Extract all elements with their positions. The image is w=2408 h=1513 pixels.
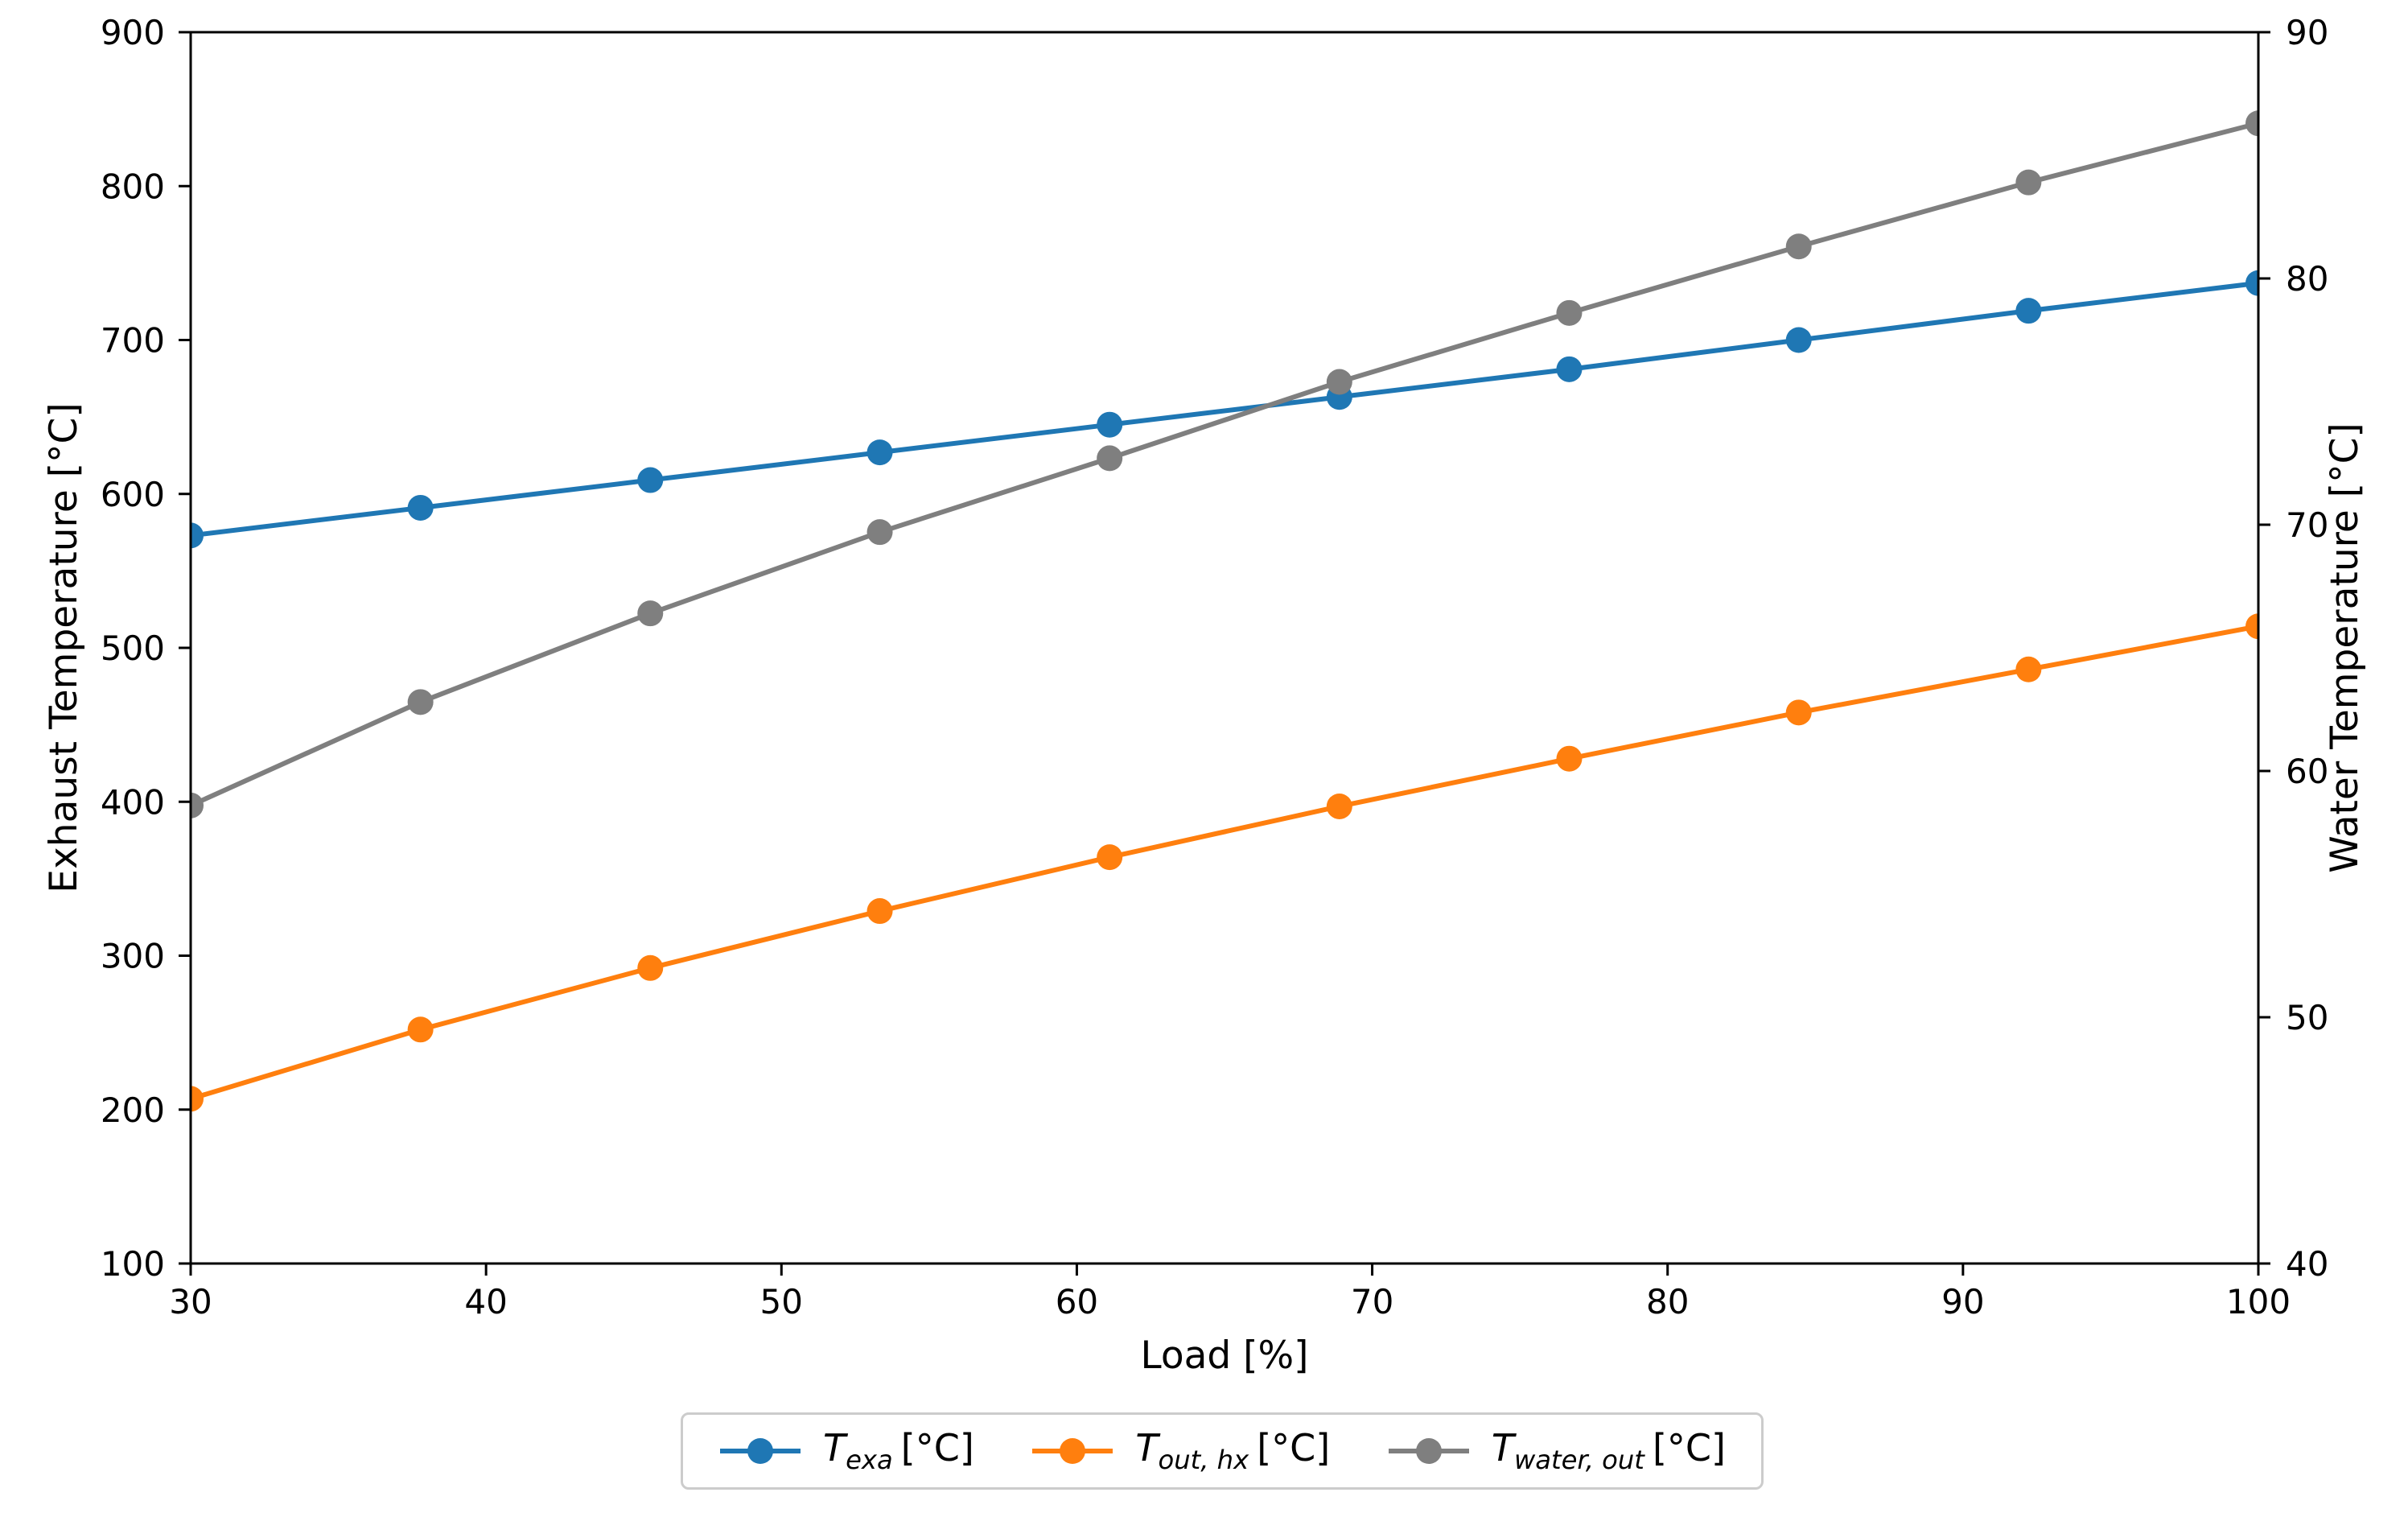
marker-T_out_hx (1326, 793, 1352, 819)
marker-T_water_out (1556, 299, 1583, 326)
series-line-T_exa (191, 280, 2258, 538)
right-y-tick-label: 80 (2286, 259, 2328, 299)
marker-T_water_out (407, 689, 434, 715)
marker-T_out_hx (2015, 656, 2042, 682)
x-tick-label: 60 (1056, 1282, 1098, 1321)
marker-T_out_hx (407, 1016, 434, 1043)
x-axis-label: Load [%] (1140, 1334, 1308, 1378)
marker-T_water_out (1785, 233, 1812, 260)
x-tick-label: 50 (760, 1282, 803, 1321)
x-tick-label: 70 (1351, 1282, 1393, 1321)
x-tick-label: 100 (2226, 1282, 2291, 1321)
legend-item-twaterout: Twater, out [°C] (1387, 1429, 1726, 1473)
marker-T_exa (191, 522, 204, 549)
plot-area: 30 40 50 60 70 80 90 100 100 200 300 400 500 600 700 80… (101, 13, 2329, 1321)
marker-T_out_hx (637, 954, 664, 981)
marker-T_water_out (191, 792, 204, 818)
series-T_water_out (191, 110, 2258, 818)
marker-T_water_out (1097, 445, 1123, 472)
twaterout-legend-label: Twater, out [°C] (1491, 1425, 1726, 1475)
marker-T_exa (407, 494, 434, 521)
right-y-tick-label: 40 (2286, 1244, 2328, 1284)
right-y-tick-label: 70 (2286, 505, 2328, 545)
marker-T_out_hx (1556, 745, 1583, 772)
twaterout-legend-line-marker-icon (1388, 1437, 1469, 1464)
touthx-legend-line-marker-icon (1032, 1437, 1113, 1464)
series-T_out_hx (191, 613, 2258, 1112)
marker-T_exa (2245, 270, 2258, 296)
left-y-tick-label: 900 (101, 13, 165, 52)
marker-T_exa (637, 467, 664, 493)
left-y-tick-label: 100 (101, 1244, 165, 1284)
texa-legend-label: Texa [°C] (823, 1425, 974, 1475)
left-y-tick-label: 700 (101, 321, 165, 361)
marker-T_out_hx (866, 898, 893, 925)
left-y-tick-label: 800 (101, 167, 165, 206)
marker-T_out_hx (2245, 613, 2258, 640)
marker-T_out_hx (1097, 844, 1123, 871)
x-tick-label: 90 (1941, 1282, 1984, 1321)
x-tick-label: 40 (464, 1282, 507, 1321)
marker-T_water_out (2015, 169, 2042, 196)
x-tick-label: 80 (1646, 1282, 1689, 1321)
legend-item-touthx: Tout, hx [°C] (1031, 1429, 1330, 1473)
marker-T_water_out (637, 600, 664, 627)
series-T_exa (191, 270, 2258, 549)
series-line-T_water_out (191, 121, 2258, 808)
right-y-tick-label: 50 (2286, 998, 2328, 1037)
left-y-tick-label: 600 (101, 475, 165, 514)
series-group (191, 110, 2258, 1112)
right-y-tick-label: 60 (2286, 752, 2328, 791)
left-y-tick-label: 200 (101, 1090, 165, 1130)
marker-T_water_out (866, 519, 893, 546)
touthx-legend-label: Tout, hx [°C] (1135, 1425, 1331, 1475)
marker-T_exa (1785, 327, 1812, 353)
left-y-tick-label: 400 (101, 782, 165, 822)
right-y-tick-label: 90 (2286, 13, 2328, 52)
left-y-tick-label: 500 (101, 629, 165, 668)
texa-legend-line-marker-icon (720, 1437, 801, 1464)
marker-T_out_hx (1785, 699, 1812, 726)
marker-T_exa (1097, 411, 1123, 438)
legend-item-texa: Texa [°C] (718, 1429, 974, 1473)
left-y-axis-label: Exhaust Temperature [°C] (42, 402, 86, 893)
marker-T_exa (866, 439, 893, 466)
marker-T_exa (1556, 356, 1583, 382)
right-y-axis-label: Water Temperature [°C] (2323, 423, 2367, 873)
x-tick-label: 30 (169, 1282, 212, 1321)
plot-spines (189, 31, 2260, 1265)
marker-T_water_out (2245, 110, 2258, 137)
marker-T_exa (2015, 298, 2042, 324)
left-y-tick-label: 300 (101, 937, 165, 976)
marker-T_water_out (1326, 369, 1352, 395)
series-line-T_out_hx (191, 624, 2258, 1102)
legend: Texa [°C] Tout, hx [°C] Twater, out [°C] (681, 1412, 1764, 1490)
marker-T_out_hx (191, 1086, 204, 1112)
